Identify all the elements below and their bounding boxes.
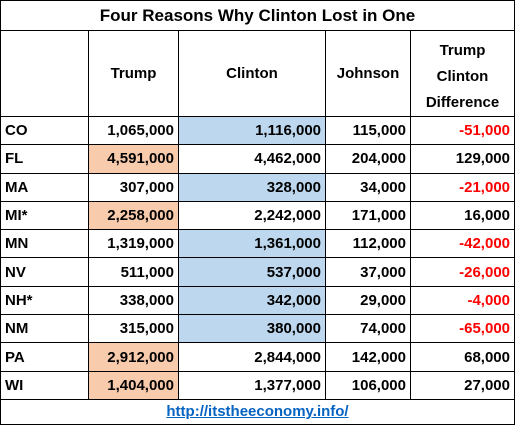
state-cell: MN bbox=[0, 229, 89, 259]
clinton-votes-cell: 1,377,000 bbox=[178, 370, 326, 400]
table-row: MN 1,319,000 1,361,000 112,000 -42,000 bbox=[0, 229, 515, 259]
johnson-votes-cell: 34,000 bbox=[325, 172, 411, 202]
johnson-votes-cell: 29,000 bbox=[325, 285, 411, 316]
difference-cell: -21,000 bbox=[410, 172, 515, 202]
difference-cell: -42,000 bbox=[410, 229, 515, 259]
clinton-votes-cell: 2,242,000 bbox=[178, 200, 326, 231]
trump-votes-cell: 307,000 bbox=[88, 172, 179, 202]
table-row: FL 4,591,000 4,462,000 204,000 129,000 bbox=[0, 144, 515, 174]
clinton-votes-cell: 1,361,000 bbox=[178, 229, 326, 259]
header-trump: Trump bbox=[88, 30, 179, 117]
state-cell: FL bbox=[0, 144, 89, 174]
state-cell: CO bbox=[0, 115, 89, 146]
table-row: NH* 338,000 342,000 29,000 -4,000 bbox=[0, 285, 515, 316]
table-row: NM 315,000 380,000 74,000 -65,000 bbox=[0, 314, 515, 344]
difference-cell: -26,000 bbox=[410, 257, 515, 287]
state-cell: MI* bbox=[0, 200, 89, 231]
johnson-votes-cell: 112,000 bbox=[325, 229, 411, 259]
state-cell: MA bbox=[0, 172, 89, 202]
clinton-votes-cell: 1,116,000 bbox=[178, 115, 326, 146]
difference-cell: 16,000 bbox=[410, 200, 515, 231]
clinton-votes-cell: 537,000 bbox=[178, 257, 326, 287]
clinton-votes-cell: 380,000 bbox=[178, 314, 326, 344]
clinton-votes-cell: 328,000 bbox=[178, 172, 326, 202]
header-johnson: Johnson bbox=[325, 30, 411, 117]
header-clinton: Clinton bbox=[178, 30, 326, 117]
johnson-votes-cell: 115,000 bbox=[325, 115, 411, 146]
source-link-cell: http://itstheeconomy.info/ bbox=[0, 398, 515, 426]
johnson-votes-cell: 171,000 bbox=[325, 200, 411, 231]
difference-cell: 129,000 bbox=[410, 144, 515, 174]
header-difference-line-1: Trump bbox=[439, 42, 486, 59]
state-cell: NM bbox=[0, 314, 89, 344]
clinton-votes-cell: 2,844,000 bbox=[178, 342, 326, 372]
trump-votes-cell: 511,000 bbox=[88, 257, 179, 287]
table-title: Four Reasons Why Clinton Lost in One bbox=[0, 0, 515, 31]
table-row: CO 1,065,000 1,116,000 115,000 -51,000 bbox=[0, 115, 515, 146]
trump-votes-cell: 1,319,000 bbox=[88, 229, 179, 259]
trump-votes-cell: 338,000 bbox=[88, 285, 179, 316]
trump-votes-cell: 2,258,000 bbox=[88, 200, 179, 231]
trump-votes-cell: 2,912,000 bbox=[88, 342, 179, 372]
trump-votes-cell: 4,591,000 bbox=[88, 144, 179, 174]
johnson-votes-cell: 106,000 bbox=[325, 370, 411, 400]
johnson-votes-cell: 37,000 bbox=[325, 257, 411, 287]
trump-votes-cell: 1,404,000 bbox=[88, 370, 179, 400]
header-state bbox=[0, 30, 89, 117]
header-difference-line-2: Clinton bbox=[436, 68, 489, 85]
johnson-votes-cell: 74,000 bbox=[325, 314, 411, 344]
table-row: MI* 2,258,000 2,242,000 171,000 16,000 bbox=[0, 200, 515, 231]
difference-cell: -4,000 bbox=[410, 285, 515, 316]
trump-votes-cell: 1,065,000 bbox=[88, 115, 179, 146]
table-row: NV 511,000 537,000 37,000 -26,000 bbox=[0, 257, 515, 287]
header-difference-line-3: Difference bbox=[425, 94, 500, 111]
johnson-votes-cell: 142,000 bbox=[325, 342, 411, 372]
header-difference: Trump Clinton Difference bbox=[410, 30, 515, 117]
table-row: PA 2,912,000 2,844,000 142,000 68,000 bbox=[0, 342, 515, 372]
table-row: WI 1,404,000 1,377,000 106,000 27,000 bbox=[0, 370, 515, 400]
difference-cell: 27,000 bbox=[410, 370, 515, 400]
source-link[interactable]: http://itstheeconomy.info/ bbox=[166, 403, 349, 421]
state-cell: PA bbox=[0, 342, 89, 372]
clinton-votes-cell: 4,462,000 bbox=[178, 144, 326, 174]
clinton-votes-cell: 342,000 bbox=[178, 285, 326, 316]
table-row: MA 307,000 328,000 34,000 -21,000 bbox=[0, 172, 515, 202]
difference-cell: 68,000 bbox=[410, 342, 515, 372]
state-cell: NH* bbox=[0, 285, 89, 316]
header-row: Trump Clinton Johnson Trump Clinton Diff… bbox=[0, 30, 515, 117]
state-cell: WI bbox=[0, 370, 89, 400]
johnson-votes-cell: 204,000 bbox=[325, 144, 411, 174]
difference-cell: -51,000 bbox=[410, 115, 515, 146]
state-cell: NV bbox=[0, 257, 89, 287]
trump-votes-cell: 315,000 bbox=[88, 314, 179, 344]
difference-cell: -65,000 bbox=[410, 314, 515, 344]
